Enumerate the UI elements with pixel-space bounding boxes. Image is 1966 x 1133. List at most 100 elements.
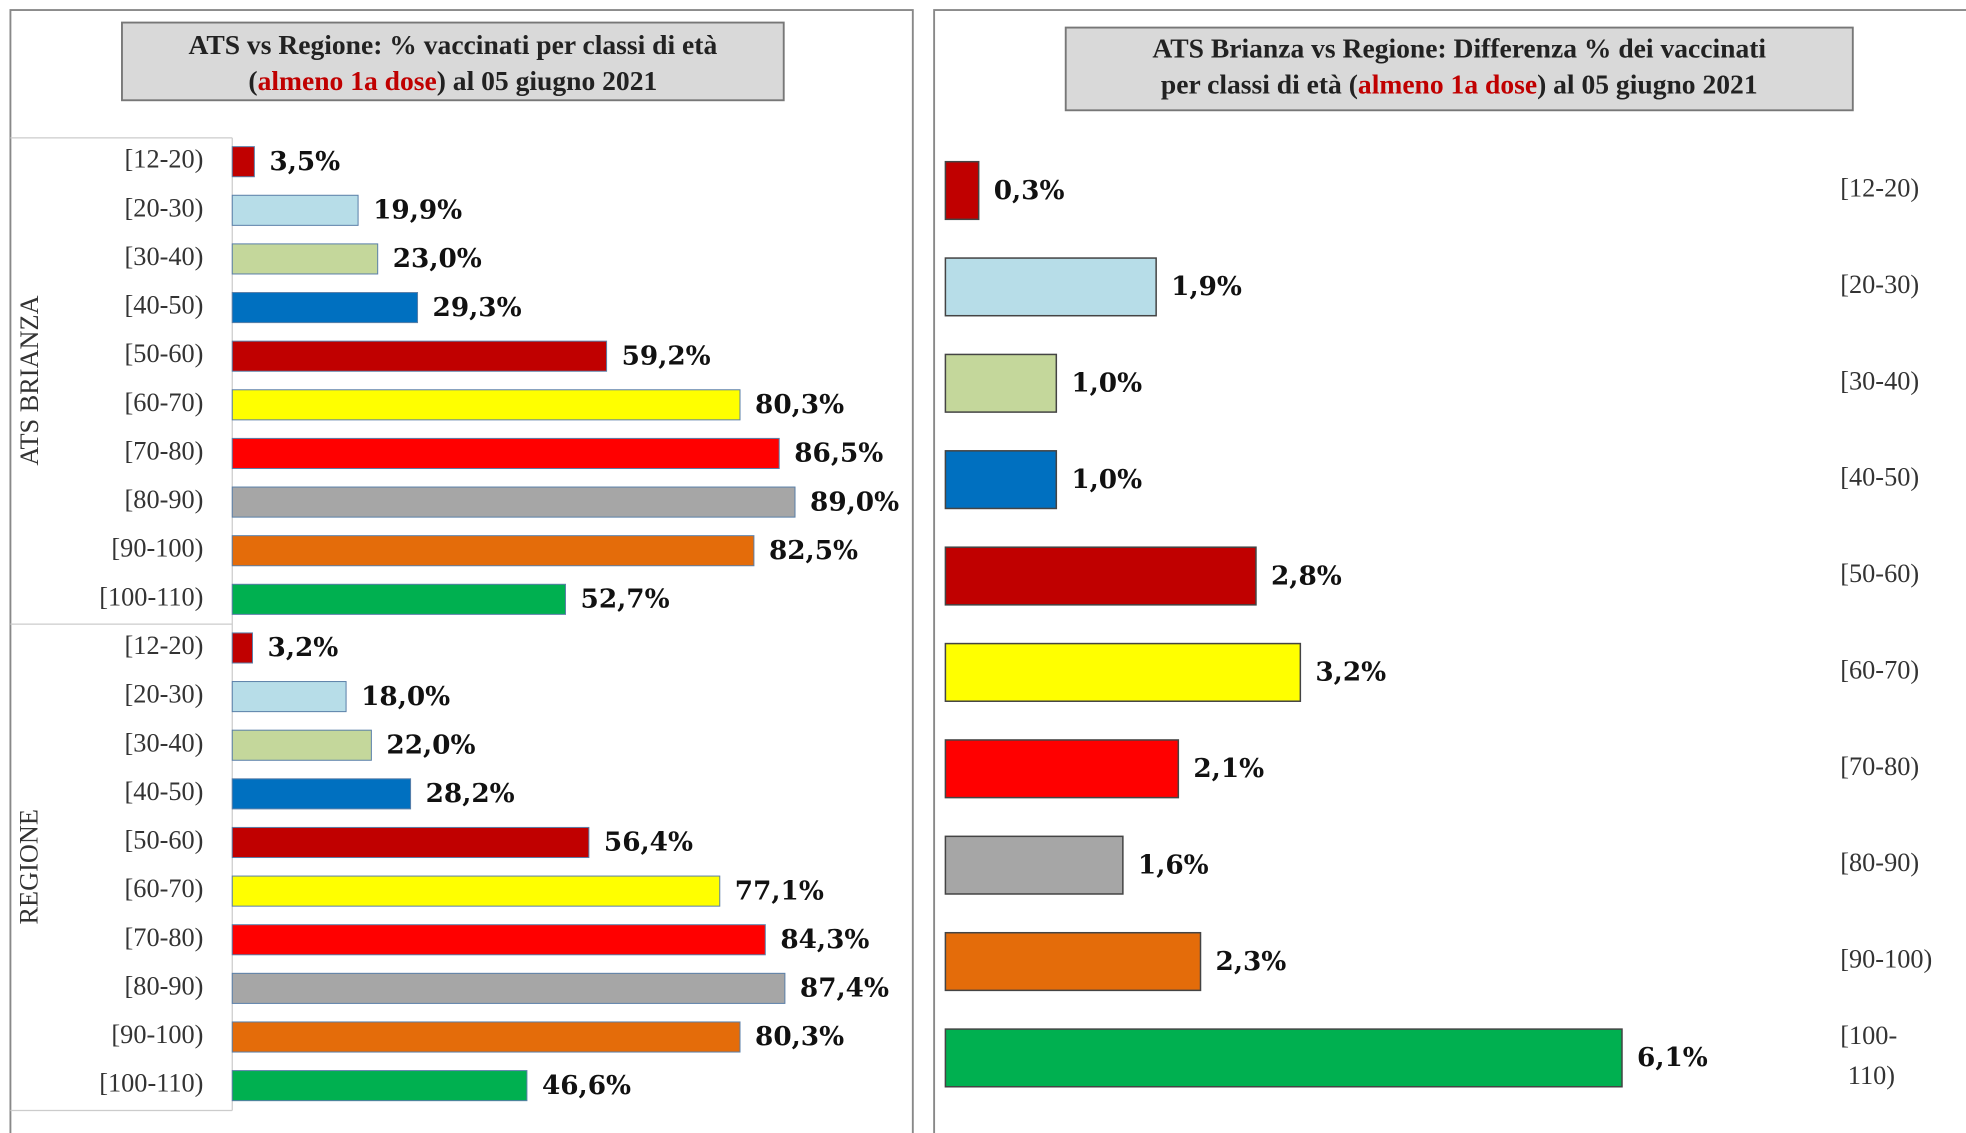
value-label: 3,2%: [1315, 657, 1386, 688]
panel-right: [933, 9, 1966, 1133]
bar: [231, 194, 359, 226]
category-label: [100-110): [99, 582, 203, 611]
chart-title: ATS vs Regione: % vaccinati per classi d…: [188, 29, 717, 60]
value-label: 0,3%: [994, 175, 1065, 206]
category-label: [60-70): [1840, 655, 1919, 684]
bar: [944, 931, 1202, 992]
chart-title: per classi di età (almeno 1a dose) al 05…: [1161, 69, 1758, 100]
bar: [231, 1021, 741, 1053]
bar: [231, 1070, 528, 1102]
bar: [231, 486, 796, 518]
bar: [944, 642, 1302, 702]
value-label: 86,5%: [794, 438, 883, 469]
category-label: [70-80): [1840, 752, 1919, 781]
category-label: [90-100): [111, 1020, 203, 1049]
chart-title: ATS Brianza vs Regione: Differenza % dei…: [1152, 33, 1766, 64]
value-label: 23,0%: [393, 243, 482, 274]
value-label: 1,6%: [1138, 849, 1209, 880]
bar: [231, 437, 780, 469]
title-box: [1064, 26, 1854, 112]
bar: [231, 292, 419, 324]
value-label: 80,3%: [755, 389, 844, 420]
value-label: 84,3%: [780, 924, 869, 955]
group-label: ATS BRIANZA: [15, 295, 44, 465]
bar: [944, 450, 1058, 510]
bar: [231, 924, 766, 956]
category-label: [50-60): [1840, 559, 1919, 588]
value-label: 3,5%: [269, 146, 340, 177]
bar: [944, 546, 1257, 606]
category-label: [90-100): [111, 534, 203, 563]
value-label: 22,0%: [386, 729, 475, 760]
chart-title: (almeno 1a dose) al 05 giugno 2021: [248, 65, 657, 96]
bar: [944, 160, 980, 221]
bar: [231, 389, 741, 421]
category-label: [90-100): [1840, 945, 1932, 974]
value-label: 2,3%: [1216, 946, 1287, 977]
value-label: 19,9%: [373, 195, 462, 226]
category-label: [80-90): [125, 485, 204, 514]
value-label: 82,5%: [769, 535, 858, 566]
bar: [231, 243, 379, 275]
value-label: 28,2%: [426, 778, 515, 809]
category-label: [100-110): [1840, 1021, 1897, 1090]
bar: [231, 583, 566, 615]
bar: [944, 1028, 1623, 1088]
value-label: 3,2%: [268, 632, 339, 663]
bar: [944, 739, 1180, 799]
category-label: [30-40): [125, 728, 204, 757]
bar: [231, 826, 590, 859]
category-label: [40-50): [1840, 463, 1919, 492]
value-label: 80,3%: [755, 1021, 844, 1052]
category-label: [60-70): [125, 874, 204, 903]
bar: [231, 729, 372, 761]
category-label: [40-50): [125, 291, 204, 320]
bar: [231, 146, 255, 178]
bar: [944, 353, 1058, 413]
bar: [944, 835, 1124, 895]
value-label: 1,9%: [1171, 271, 1242, 302]
value-label: 2,8%: [1271, 560, 1342, 591]
bar: [231, 972, 786, 1004]
value-label: 18,0%: [361, 681, 450, 712]
category-label: [30-40): [125, 242, 204, 271]
bar: [231, 681, 347, 713]
category-label: [40-50): [125, 777, 204, 806]
category-label: [70-80): [125, 436, 204, 465]
bar: [231, 340, 608, 372]
value-label: 2,1%: [1193, 753, 1264, 784]
category-label: [20-30): [125, 680, 204, 709]
category-label: [50-60): [125, 826, 204, 855]
value-label: 29,3%: [433, 292, 522, 323]
category-label: [80-90): [1840, 848, 1919, 877]
panel-left: [9, 9, 914, 1133]
bar: [231, 632, 253, 664]
value-label: 1,0%: [1071, 368, 1142, 399]
title-box: [121, 21, 785, 102]
value-label: 56,4%: [604, 827, 693, 858]
bar: [231, 875, 721, 907]
group-label: REGIONE: [15, 809, 44, 924]
category-label: [20-30): [125, 193, 204, 222]
value-label: 1,0%: [1071, 464, 1142, 495]
value-label: 52,7%: [581, 584, 670, 615]
category-label: [80-90): [125, 971, 204, 1000]
bar: [231, 535, 755, 567]
value-label: 6,1%: [1637, 1042, 1708, 1073]
category-label: [12-20): [1840, 174, 1919, 203]
value-label: 87,4%: [800, 973, 889, 1004]
value-label: 89,0%: [810, 486, 899, 517]
category-label: [50-60): [125, 339, 204, 368]
category-label: [100-110): [99, 1069, 203, 1098]
category-label: [30-40): [1840, 366, 1919, 395]
bar: [944, 257, 1157, 317]
category-label: [60-70): [125, 388, 204, 417]
category-label: [20-30): [1840, 270, 1919, 299]
value-label: 77,1%: [735, 875, 824, 906]
category-label: [70-80): [125, 923, 204, 952]
category-label: [12-20): [125, 145, 204, 174]
value-label: 46,6%: [542, 1070, 631, 1101]
bar: [231, 778, 412, 810]
